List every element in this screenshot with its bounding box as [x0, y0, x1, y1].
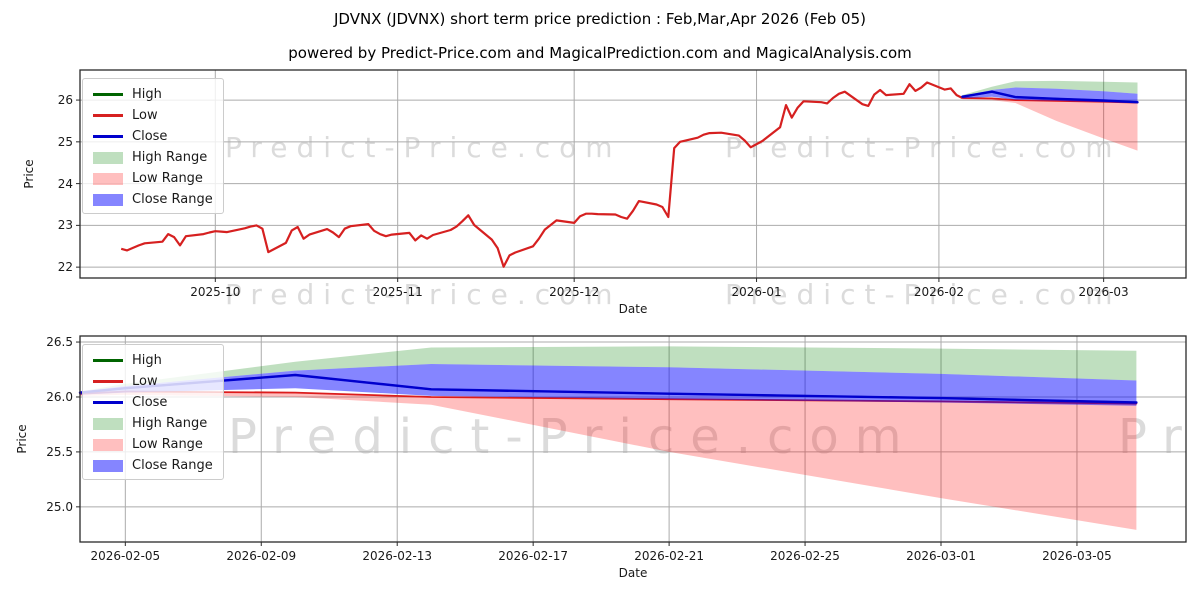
main-y-axis-label: Price [22, 159, 36, 189]
legend-swatch-icon [93, 135, 123, 138]
zoom-legend: High Low Close High Range Low Range Clos… [82, 344, 224, 480]
legend-item: Low [83, 371, 223, 392]
figure-subtitle: powered by Predict-Price.com and Magical… [288, 44, 912, 62]
legend-item-label: Close [132, 129, 168, 144]
main-plot-frame [79, 69, 1187, 279]
low-range-band [962, 98, 1138, 151]
legend-item-label: Low [132, 374, 158, 389]
close-line [961, 90, 1139, 104]
legend-item-label: High [132, 87, 162, 102]
legend-item: Low [83, 105, 223, 126]
legend-item-label: Close [132, 395, 168, 410]
legend-item: Low Range [83, 434, 223, 455]
legend-item-label: Low Range [132, 171, 203, 186]
legend-item-label: Low [132, 108, 158, 123]
zoom-plot-frame [79, 335, 1187, 543]
legend-swatch-icon [93, 401, 123, 404]
main-legend: High Low Close High Range Low Range Clos… [82, 78, 224, 214]
legend-item: High Range [83, 147, 223, 168]
legend-item: High [83, 84, 223, 105]
legend-item: Close [83, 392, 223, 413]
legend-item-label: Low Range [132, 437, 203, 452]
legend-swatch-icon [93, 114, 123, 117]
low-range-band [80, 391, 1137, 530]
main-x-axis-label: Date [618, 302, 648, 316]
legend-item-label: Close Range [132, 458, 213, 473]
legend-item: High [83, 350, 223, 371]
legend-item: High Range [83, 413, 223, 434]
legend-swatch-icon [93, 417, 123, 430]
legend-item: Low Range [83, 168, 223, 189]
legend-swatch-icon [93, 93, 123, 96]
high-range-band [80, 346, 1137, 392]
legend-item: Close [83, 126, 223, 147]
high-range-band [962, 80, 1138, 96]
zoom-y-axis-label: Price [15, 424, 29, 454]
legend-swatch-icon [93, 459, 123, 472]
legend-swatch-icon [93, 172, 123, 185]
close-range-band [80, 364, 1137, 406]
legend-swatch-icon [93, 380, 123, 383]
legend-item-label: High Range [132, 150, 208, 165]
history-low-line [120, 81, 963, 268]
figure-title: JDVNX (JDVNX) short term price predictio… [333, 10, 866, 28]
legend-swatch-icon [93, 193, 123, 206]
legend-item: Close Range [83, 455, 223, 476]
legend-swatch-icon [93, 438, 123, 451]
zoom-x-axis-label: Date [618, 566, 648, 580]
legend-item-label: High [132, 353, 162, 368]
legend-item-label: High Range [132, 416, 208, 431]
legend-item: Close Range [83, 189, 223, 210]
legend-swatch-icon [93, 359, 123, 362]
legend-item-label: Close Range [132, 192, 213, 207]
legend-swatch-icon [93, 151, 123, 164]
